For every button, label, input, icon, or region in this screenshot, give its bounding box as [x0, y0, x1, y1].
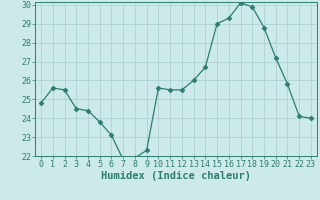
X-axis label: Humidex (Indice chaleur): Humidex (Indice chaleur): [101, 171, 251, 181]
